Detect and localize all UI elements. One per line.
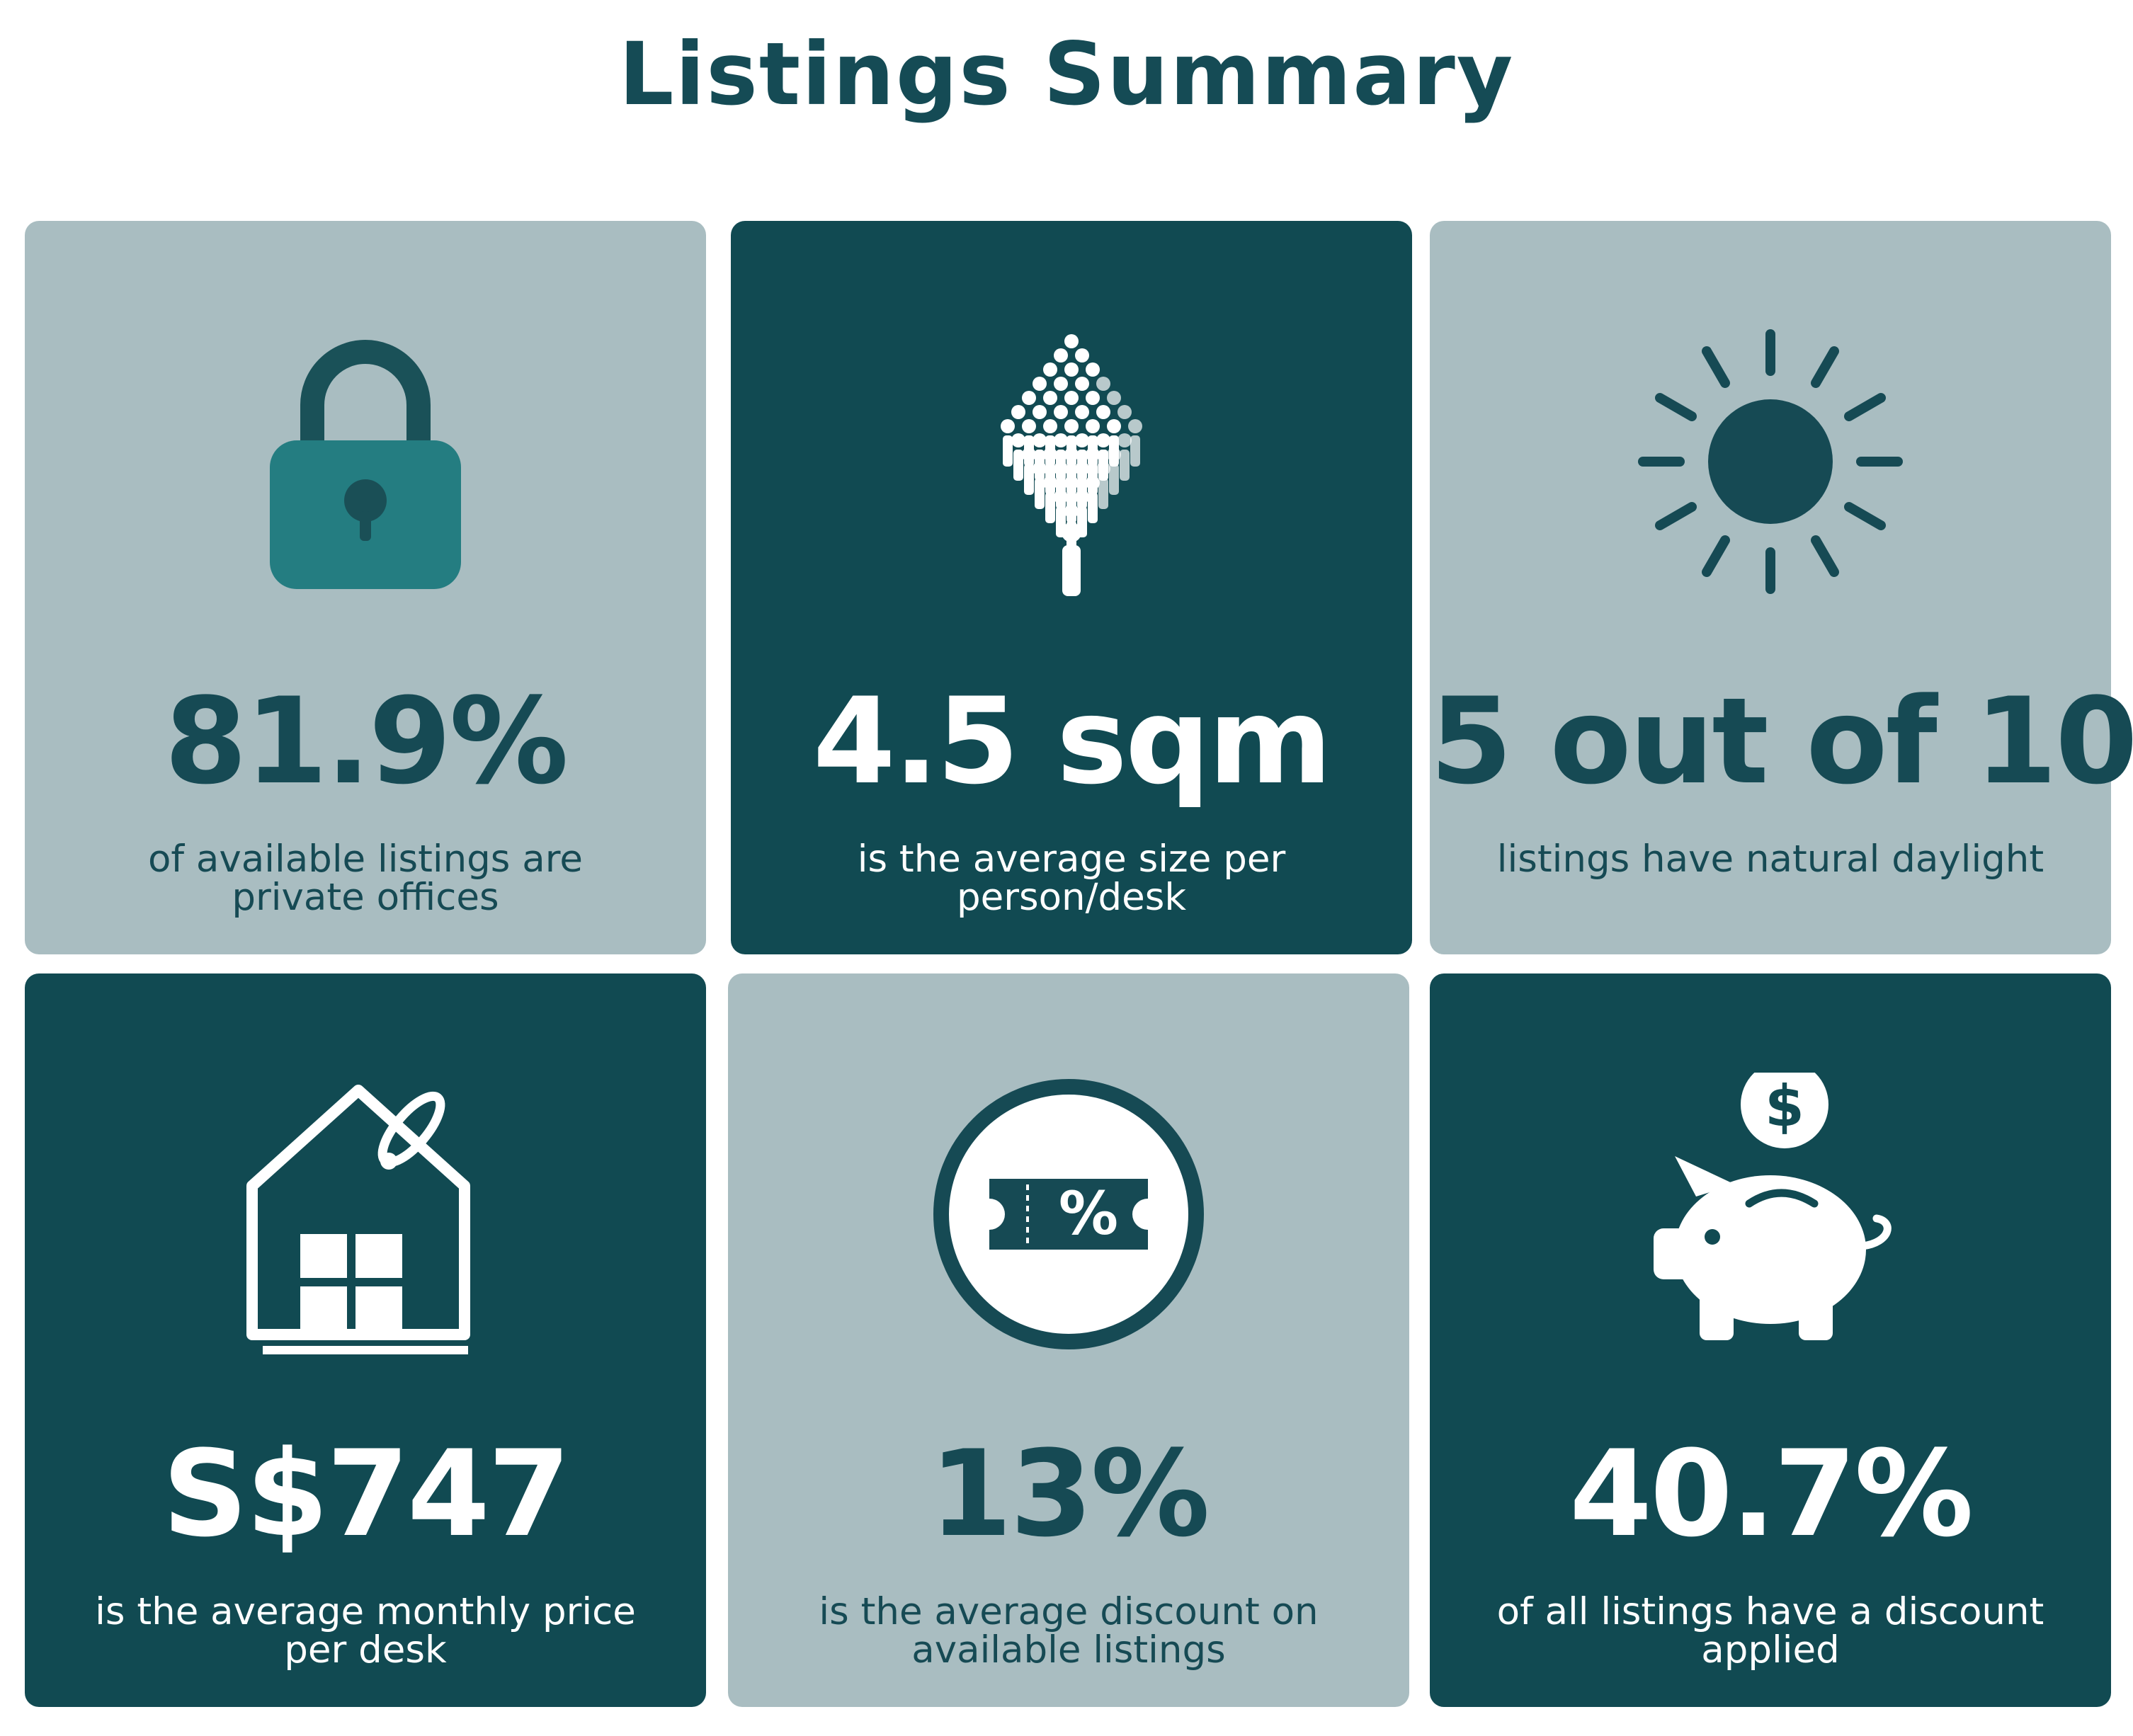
piggy-bank-icon: $: [1629, 1073, 1912, 1356]
card-natural-daylight: 5 out of 10 listings have natural daylig…: [1430, 221, 2133, 954]
stat-caption: of available listings are private office…: [148, 838, 583, 919]
discount-ticket-icon: %: [927, 1073, 1210, 1356]
stat-value: 13%: [929, 1424, 1210, 1563]
card-size-per-desk: 4.5 sqm is the average size per person/d…: [731, 221, 1412, 954]
house-price-tag-icon: [224, 1073, 507, 1356]
card-discounted-listings: $ 40.7% of all listings have a discount …: [1430, 973, 2111, 1707]
lock-icon: [224, 320, 507, 603]
stat-caption: listings have natural daylight: [1496, 838, 2044, 881]
card-monthly-price: S$747 is the average monthly price per d…: [25, 973, 706, 1707]
stat-caption: is the average monthly price per desk: [95, 1590, 636, 1672]
stat-value: 40.7%: [1569, 1424, 1974, 1563]
stat-caption: is the average discount on available lis…: [819, 1590, 1319, 1672]
card-private-offices: 81.9% of available listings are private …: [25, 221, 706, 954]
sun-icon: [1629, 320, 1912, 603]
stat-caption: of all listings have a discount applied: [1496, 1590, 2044, 1672]
stat-value: 4.5 sqm: [812, 672, 1332, 811]
svg-text:%: %: [1059, 1179, 1118, 1248]
stat-value: 81.9%: [164, 672, 569, 811]
stat-value: S$747: [162, 1424, 571, 1563]
crowd-icon: [930, 320, 1213, 603]
svg-text:$: $: [1765, 1073, 1804, 1139]
stat-caption: is the average size per person/desk: [857, 838, 1286, 919]
stat-value: 5 out of 10: [1430, 672, 2133, 811]
card-average-discount: % 13% is the average discount on availab…: [728, 973, 1409, 1707]
page-title: Listings Summary: [618, 24, 1515, 125]
